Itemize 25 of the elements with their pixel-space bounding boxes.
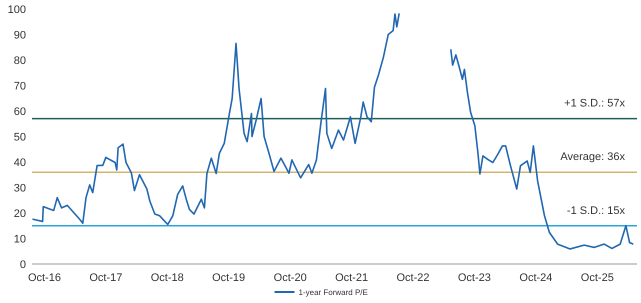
y-tick-label: 100 (8, 4, 26, 16)
legend-label: 1-year Forward P/E (298, 288, 368, 297)
x-tick-label: Oct-23 (458, 272, 491, 284)
x-tick-label: Oct-24 (519, 272, 552, 284)
y-tick-label: 20 (14, 208, 26, 220)
y-tick-label: 50 (14, 131, 26, 144)
y-tick-label: 60 (14, 106, 26, 118)
ref-line-label: +1 S.D.: 57x (564, 98, 626, 110)
y-tick-label: 70 (14, 80, 26, 92)
x-tick-label: Oct-18 (150, 272, 184, 284)
ref-line-label: Average: 36x (560, 151, 626, 164)
x-tick-label: Oct-25 (580, 272, 614, 284)
y-tick-label: 0 (20, 258, 26, 271)
y-tick-label: 80 (14, 54, 26, 67)
y-tick-label: 10 (14, 233, 26, 246)
y-tick-label: 90 (14, 29, 26, 42)
x-tick-label: Oct-21 (335, 272, 368, 284)
ref-line-label: -1 S.D.: 15x (566, 204, 626, 217)
x-tick-label: Oct-19 (212, 272, 246, 284)
x-tick-label: Oct-17 (89, 272, 122, 284)
y-tick-label: 40 (14, 156, 26, 169)
x-tick-label: Oct-20 (274, 272, 307, 284)
x-tick-label: Oct-22 (396, 272, 430, 284)
x-tick-label: Oct-16 (28, 272, 61, 284)
y-tick-label: 30 (14, 182, 26, 194)
